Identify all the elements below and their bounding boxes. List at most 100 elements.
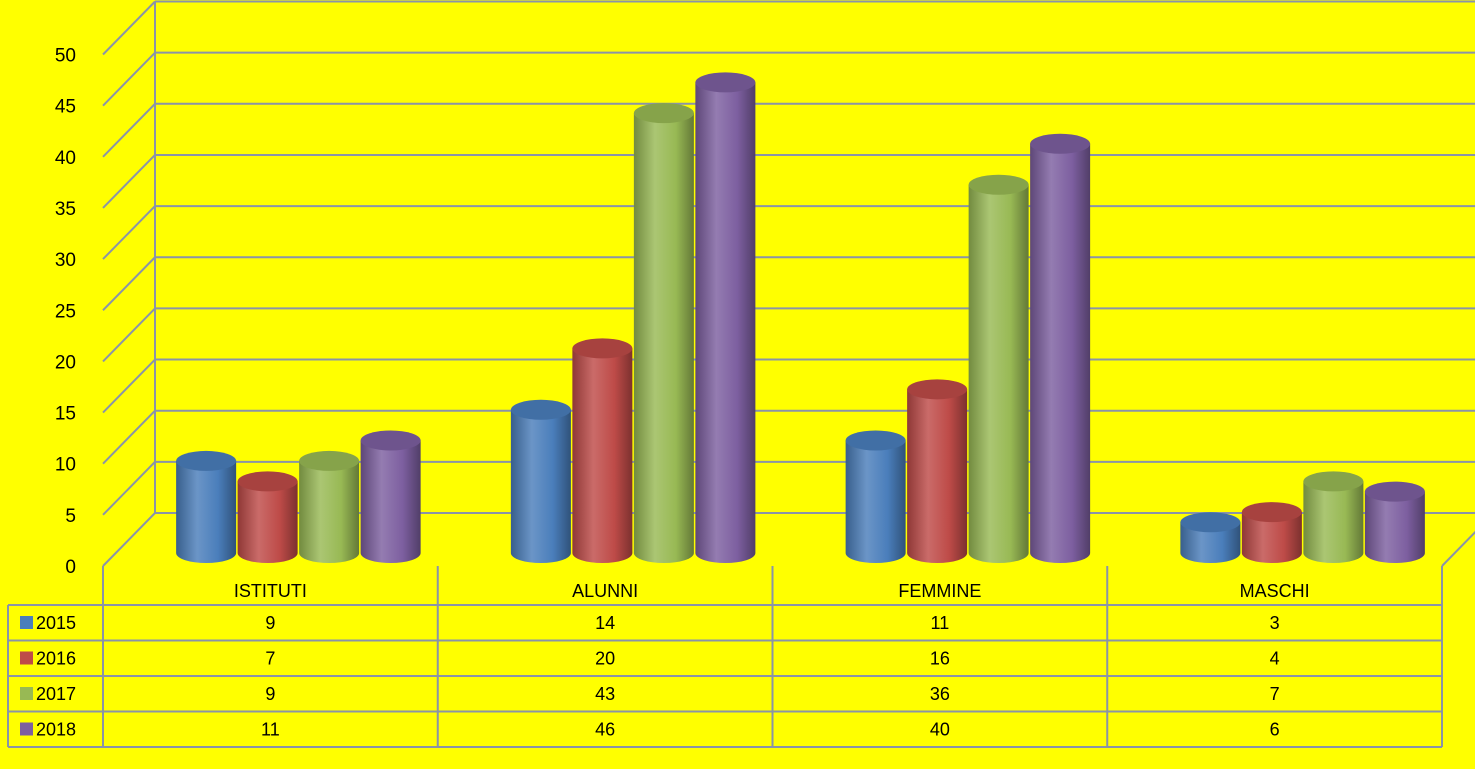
y-tick-label: 45: [55, 97, 76, 118]
bar-body: [1241, 512, 1302, 563]
bar-body: [968, 184, 1029, 563]
gridline-depth: [102, 103, 156, 158]
bar-top: [695, 72, 756, 93]
bar-top: [1030, 133, 1091, 154]
legend-label: 2018: [36, 720, 76, 740]
legend-swatch-2016: [20, 651, 33, 665]
bar-body: [845, 440, 906, 563]
bar-body: [695, 82, 756, 564]
bar-top: [176, 450, 237, 471]
y-tick-label: 50: [55, 46, 76, 67]
bar-body: [1180, 522, 1241, 563]
gridline-depth: [102, 51, 156, 107]
gridline-depth: [102, 307, 156, 363]
bar-body: [360, 440, 421, 563]
floor-edge: [1441, 530, 1475, 567]
y-tick-label: 15: [55, 404, 76, 425]
y-tick-label: 30: [55, 250, 76, 271]
table-cell: 4: [1270, 649, 1280, 669]
table-cell: 36: [930, 684, 950, 704]
table-cell: 7: [265, 649, 275, 669]
table-cell: 11: [261, 720, 280, 740]
bar-2017-maschi: [1303, 471, 1364, 563]
bar-top: [237, 471, 298, 492]
gridline-depth: [102, 0, 156, 56]
legend-swatch-2017: [20, 687, 33, 700]
y-tick-label: 5: [65, 506, 76, 527]
category-label: MASCHI: [1240, 581, 1310, 601]
gridline-depth: [102, 205, 156, 260]
bar-top: [572, 338, 633, 359]
y-tick-label: 25: [55, 301, 76, 322]
category-label: ISTITUTI: [234, 581, 307, 601]
gridline-depth: [102, 409, 156, 465]
table-cell: 6: [1270, 720, 1280, 740]
bar-body: [633, 113, 694, 564]
bar-2018-femmine: [1030, 133, 1091, 564]
bar-2015-maschi: [1180, 512, 1241, 563]
bar-top: [633, 103, 694, 124]
bar-2015-istituti: [176, 450, 237, 563]
bar-body: [1364, 491, 1425, 563]
gridline-depth: [102, 512, 156, 567]
bar-body: [299, 460, 360, 563]
legend-swatch-2018: [20, 722, 33, 736]
bar-2017-alunni: [633, 103, 694, 564]
bar-2017-istituti: [299, 450, 360, 563]
table-cell: 9: [265, 684, 275, 704]
category-label: FEMMINE: [898, 581, 981, 601]
bar-top: [845, 430, 906, 451]
legend-swatch-2015: [20, 616, 33, 629]
bar-body: [237, 481, 298, 563]
bar-2016-femmine: [907, 379, 968, 563]
bar-body: [1303, 481, 1364, 563]
bar-top: [510, 399, 571, 420]
bars: [176, 72, 1425, 564]
table-cell: 40: [930, 720, 950, 740]
gridline-depth: [102, 154, 156, 209]
bar-2016-alunni: [572, 338, 633, 563]
table-cell: 43: [595, 684, 615, 704]
gridline-depth: [102, 461, 156, 516]
table-cell: 11: [931, 613, 950, 633]
y-tick-label: 0: [65, 557, 76, 578]
table-cell: 3: [1270, 613, 1280, 633]
bar-body: [1030, 143, 1091, 564]
table-cell: 14: [595, 613, 615, 633]
gridline-depth: [102, 358, 156, 414]
legend-label: 2016: [36, 649, 76, 669]
table-cell: 20: [595, 649, 615, 669]
bar-top: [1303, 471, 1364, 492]
bar-top: [907, 379, 968, 400]
table-cell: 16: [930, 649, 950, 669]
table-cell: 9: [265, 613, 275, 633]
category-label: ALUNNI: [572, 581, 638, 601]
bar-body: [176, 460, 237, 563]
y-tick-label: 35: [55, 199, 76, 220]
bar-body: [510, 409, 571, 563]
bar-2017-femmine: [968, 174, 1029, 563]
bar-top: [968, 174, 1029, 195]
y-axis: 0 5 10 15 20 25 30 35 40 45 50: [55, 46, 76, 579]
legend-label: 2015: [36, 613, 76, 633]
bar-body: [572, 348, 633, 563]
bar-top: [299, 450, 360, 471]
bar-top: [1180, 512, 1241, 533]
bar-body: [907, 389, 968, 563]
table-cell: 46: [595, 720, 615, 740]
bar-2016-maschi: [1241, 502, 1302, 563]
gridlines: [102, 0, 1475, 567]
bar-top: [1241, 502, 1302, 523]
bar-top: [1364, 481, 1425, 502]
bar-2018-istituti: [360, 430, 421, 563]
legend-label: 2017: [36, 684, 76, 704]
bar-2018-alunni: [695, 72, 756, 564]
bar-top: [360, 430, 421, 451]
bar-2016-istituti: [237, 471, 298, 563]
gridline-depth: [102, 256, 156, 311]
table-cell: 7: [1270, 684, 1280, 704]
y-tick-label: 40: [55, 148, 76, 169]
